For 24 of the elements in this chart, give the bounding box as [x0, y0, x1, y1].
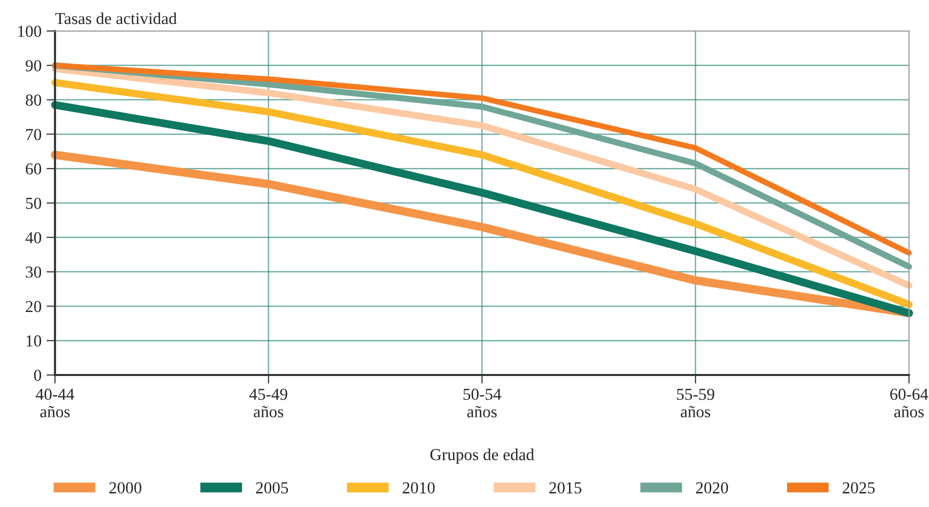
x-tick-label: 60-64 años	[890, 388, 928, 418]
y-tick-label: 40	[25, 232, 42, 244]
x-tick-label: 45-49 años	[249, 388, 288, 418]
y-tick-label: 0	[34, 370, 42, 381]
legend-label: 2015	[549, 482, 582, 494]
y-tick-label: 90	[26, 60, 42, 72]
y-tick-label: 80	[26, 94, 42, 106]
y-tick-label: 70	[26, 128, 42, 140]
y-axis-title: Tasas de actividad	[55, 12, 177, 24]
legend-label: 2025	[842, 482, 875, 494]
y-tick-label: 20	[26, 300, 42, 312]
legend-label: 2010	[402, 482, 435, 494]
x-tick-label: 55-59 años	[677, 388, 714, 418]
legend-label: 2020	[696, 482, 728, 494]
x-tick-label: 40-44 años	[36, 388, 74, 418]
y-tick-label: 50	[26, 198, 42, 209]
y-tick-label: 30	[26, 266, 42, 278]
y-tick-label: 60	[26, 163, 42, 175]
y-tick-label: 100	[18, 26, 42, 37]
legend-label: 2005	[256, 482, 288, 494]
x-tick-label: 50-54 años	[464, 388, 502, 418]
y-tick-label: 10	[26, 335, 42, 347]
x-axis-title: Grupos de edad	[430, 448, 534, 464]
legend-label: 2000	[109, 482, 142, 494]
